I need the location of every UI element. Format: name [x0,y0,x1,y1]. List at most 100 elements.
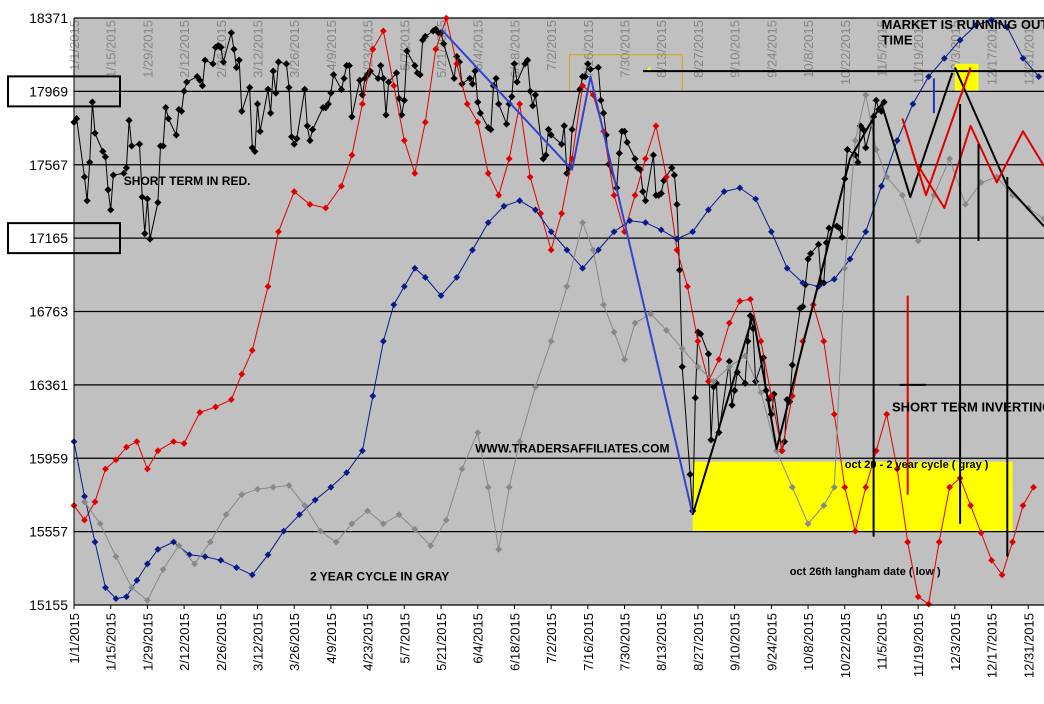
series-1-point-36 [495,191,503,199]
series-1-point-2 [91,498,99,506]
series-3-point-4 [144,597,151,604]
y-tick-label-17567: 17567 [29,157,68,173]
series-1-point-54 [684,283,691,290]
series-3-point-50 [820,502,828,509]
series-0-point-162 [686,470,694,479]
series-1-point-34 [474,118,482,126]
series-2-point-20 [343,469,351,477]
x-tick-label-9: 5/7/2015 [397,613,412,664]
boxed-level-17969 [7,75,121,108]
series-0-point-80 [377,62,385,70]
series-3-point-66 [1040,215,1044,223]
series-3-point-60 [946,155,954,163]
series-2-point-22 [369,392,377,400]
series-1-point-18 [290,188,298,195]
ghost-tick-label-2: 1/29/2015 [140,20,155,78]
series-0-point-9 [104,186,112,194]
series-0-point-58 [290,140,298,148]
series-0-point-207 [854,158,862,166]
drawn-line-4 [917,124,1044,209]
series-0-point-120 [526,87,534,95]
series-0-point-172 [725,357,734,365]
series-0-point-53 [272,89,280,97]
series-1-point-26 [390,82,398,90]
annotation-0: MARKET IS RUNNING OUT OF [881,17,1044,32]
series-0-point-155 [657,189,665,198]
series-0-point-135 [584,60,592,68]
series-0-point-85 [395,94,403,103]
series-1-point-16 [264,283,272,290]
series-0-point-134 [581,72,589,81]
series-3-point-12 [269,483,277,491]
y-tick-label-17969: 17969 [29,83,68,99]
series-1-point-19 [306,200,314,208]
series-0-point-167 [704,350,713,358]
series-0-point-103 [466,74,474,83]
series-2-point-41 [642,219,649,227]
series-0-point-20 [146,235,154,243]
series-2-point-25 [400,283,408,290]
series-1-point-33 [463,100,471,108]
series-0-point-159 [673,200,681,208]
x-tick-label-17: 8/27/2015 [691,613,706,671]
series-0-point-111 [492,74,500,83]
series-1-point-49 [631,191,639,199]
series-0-point-59 [293,135,301,143]
series-1-point-76 [914,593,922,601]
series-2-point-26 [411,264,419,272]
series-2-point-62 [972,22,980,29]
series-0-point-188 [783,396,791,404]
ghost-tick-label-17: 8/27/2015 [691,20,706,78]
series-3-point-56 [883,173,891,181]
ghost-tick-label-21: 10/22/2015 [838,20,853,85]
series-3-point-0 [81,498,88,506]
series-3-point-27 [495,545,503,553]
series-3-point-64 [1009,191,1016,199]
series-0-point-181 [759,354,768,362]
series-0-point-157 [668,164,676,172]
series-0-point-26 [172,131,180,139]
series-0-point-84 [392,69,401,77]
series-1-point-14 [238,370,246,378]
series-0-point-38 [217,43,225,51]
series-2-point-7 [144,560,151,568]
series-3-point-33 [579,219,586,227]
series-1-point-12 [212,403,219,411]
x-tick-label-24: 12/3/2015 [948,613,963,671]
series-2-point-3 [102,584,109,592]
series-0-point-108 [484,124,492,132]
series-0-point-138 [597,96,605,104]
x-tick-label-1: 1/15/2015 [104,613,119,671]
series-0-point-115 [508,93,516,101]
series-3-point-38 [631,319,639,327]
series-0-point-164 [691,394,699,402]
series-0-point-205 [843,146,851,154]
series-1-point-23 [358,100,366,108]
annotation-1: TIME [881,33,912,48]
series-0-point-176 [741,379,749,387]
series-1-point-32 [453,60,461,68]
drawn-line-5 [901,67,972,197]
series-2-point-39 [610,228,618,236]
ghost-tick-label-13: 7/2/2015 [544,20,559,71]
series-3-point-5 [159,566,167,573]
series-2-point-13 [233,564,240,571]
series-2-point-63 [988,16,995,24]
x-tick-label-2: 1/29/2015 [140,613,155,671]
series-3-point-53 [851,137,859,144]
series-0-point-79 [374,74,382,83]
series-1-point-4 [112,456,120,464]
series-0-point-99 [450,74,458,83]
series-0-point-193 [801,281,810,289]
series-3-point-22 [427,542,434,550]
x-tick-label-13: 7/2/2015 [544,613,559,664]
annotation-7: 2 YEAR CYCLE IN GRAY [310,569,449,583]
series-0-point-107 [476,109,484,117]
series-0-point-44 [238,107,246,115]
series-0-point-28 [177,107,186,115]
x-tick-label-8: 4/23/2015 [361,613,376,671]
series-3-point-6 [175,542,183,550]
series-0-point-18 [141,229,149,238]
series-0-point-67 [327,89,335,97]
y-tick-label-17165: 17165 [29,230,68,246]
